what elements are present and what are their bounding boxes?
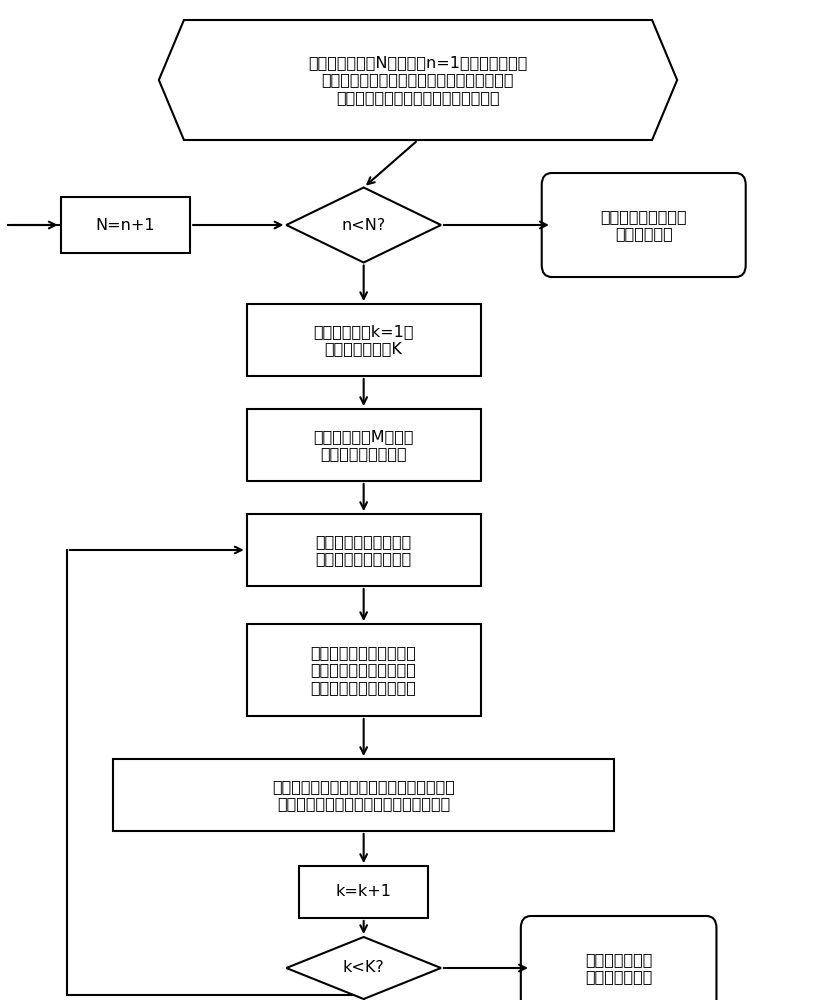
FancyBboxPatch shape [247,624,481,716]
Text: 设定种群数为M，初始
化个体的量子比特位: 设定种群数为M，初始 化个体的量子比特位 [314,429,414,461]
FancyBboxPatch shape [299,866,428,918]
Text: k<K?: k<K? [343,960,385,976]
Polygon shape [286,937,441,999]
Text: 找出适应度最优，网损最小的个体，以最优
个体为向导进行个体量子位概率幅的进化: 找出适应度最优，网损最小的个体，以最优 个体为向导进行个体量子位概率幅的进化 [273,779,455,811]
Polygon shape [159,20,677,140]
Text: 采用基于环路的量子坍
塌策略生成个体的状态: 采用基于环路的量子坍 塌策略生成个体的状态 [315,534,412,566]
Text: k=k+1: k=k+1 [336,884,391,900]
FancyBboxPatch shape [113,759,614,831]
Polygon shape [286,188,441,262]
Text: n<N?: n<N? [342,218,385,232]
Text: 结束，输出该时
段内的重构结果: 结束，输出该时 段内的重构结果 [585,952,652,984]
FancyBboxPatch shape [247,304,481,376]
Text: 通过两点估计法进行随机
潮流计算得到个体的适应
度函数（网损）的期望值: 通过两点估计法进行随机 潮流计算得到个体的适应 度函数（网损）的期望值 [311,645,416,695]
FancyBboxPatch shape [60,197,190,252]
FancyBboxPatch shape [247,409,481,481]
FancyBboxPatch shape [521,916,716,1000]
Text: 设置迭代次数k=1，
最大迭代次数为K: 设置迭代次数k=1， 最大迭代次数为K [314,324,414,356]
Text: 设定总时段数为N，取时段n=1，统计该时段内
的历史数据，得到分布式电源、电动汽车充电
负荷、配电网节点负荷概率模型的参数: 设定总时段数为N，取时段n=1，统计该时段内 的历史数据，得到分布式电源、电动汽… [308,55,528,105]
Text: 结束，输出所有时段
内的重构结果: 结束，输出所有时段 内的重构结果 [600,209,687,241]
FancyBboxPatch shape [542,173,746,277]
FancyBboxPatch shape [247,514,481,586]
Text: N=n+1: N=n+1 [95,218,155,232]
